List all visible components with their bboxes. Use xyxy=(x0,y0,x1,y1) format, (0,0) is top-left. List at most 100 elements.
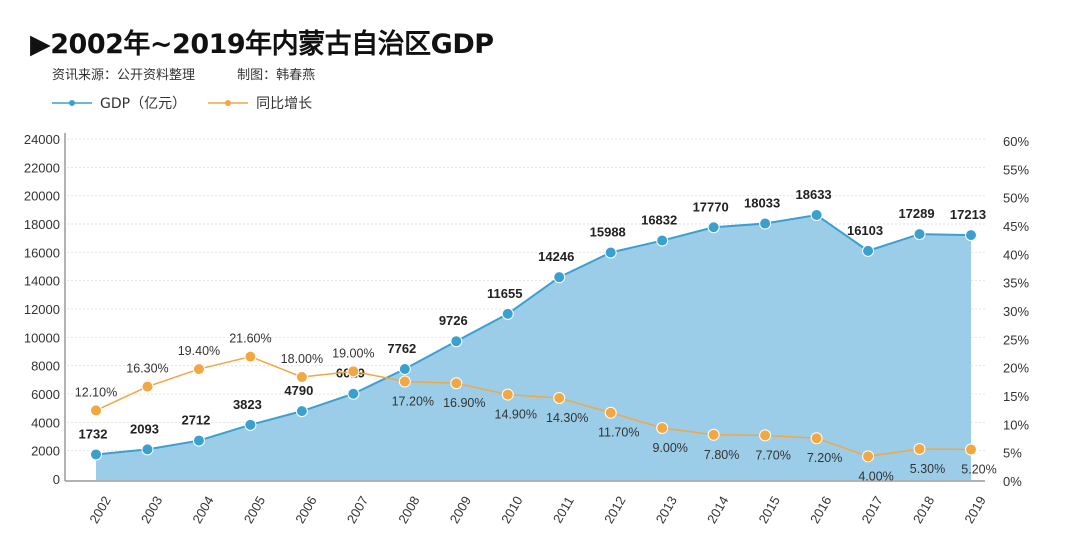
gdp-data-label: 2093 xyxy=(130,421,159,436)
growth-point xyxy=(141,380,154,393)
growth-point xyxy=(862,450,875,463)
x-tick-label: 2007 xyxy=(344,493,371,526)
growth-data-label: 19.00% xyxy=(332,346,374,360)
y-right-tick-label: 50% xyxy=(1003,191,1029,206)
x-tick-label: 2004 xyxy=(189,493,216,526)
growth-point xyxy=(965,443,977,456)
growth-data-label: 18.00% xyxy=(281,352,323,366)
gdp-data-label: 16832 xyxy=(641,213,677,228)
growth-point xyxy=(913,442,926,455)
x-tick-label: 2003 xyxy=(138,493,165,526)
x-tick-label: 2013 xyxy=(653,493,680,526)
gdp-point xyxy=(965,229,977,242)
y-right-tick-label: 30% xyxy=(1003,304,1029,319)
growth-data-label: 7.80% xyxy=(704,448,739,462)
gdp-point xyxy=(759,217,772,230)
growth-point xyxy=(90,404,102,417)
gdp-point xyxy=(244,418,257,431)
gdp-data-label: 16103 xyxy=(847,223,883,238)
source-text: 资讯来源：公开资料整理 xyxy=(52,68,196,83)
growth-data-label: 5.20% xyxy=(961,463,996,477)
gdp-point xyxy=(192,434,205,447)
legend: GDP（亿元） 同比增长 xyxy=(52,93,334,113)
y-right-tick-label: 25% xyxy=(1003,332,1029,347)
legend-gdp-marker-icon xyxy=(52,100,92,106)
x-tick-label: 2016 xyxy=(807,493,834,526)
legend-growth: 同比增长 xyxy=(208,93,312,113)
y-left-tick-label: 12000 xyxy=(24,302,60,317)
y-left-tick-label: 16000 xyxy=(24,245,60,260)
growth-data-label: 19.40% xyxy=(178,344,220,358)
gdp-point xyxy=(90,448,102,461)
y-left-tick-label: 14000 xyxy=(24,274,60,289)
gdp-point xyxy=(295,405,308,418)
y-right-tick-label: 55% xyxy=(1003,162,1029,177)
chart-title: ▶2002年~2019年内蒙古自治区GDP xyxy=(30,29,494,60)
gdp-point xyxy=(141,443,154,456)
x-tick-label: 2012 xyxy=(601,493,628,526)
growth-point xyxy=(450,377,463,390)
y-right-tick-label: 0% xyxy=(1003,474,1022,489)
gdp-point xyxy=(347,387,360,400)
x-tick-label: 2017 xyxy=(858,493,885,526)
growth-data-label: 4.00% xyxy=(858,469,893,483)
gdp-data-label: 17289 xyxy=(898,206,934,221)
gdp-data-label: 18633 xyxy=(796,187,832,202)
gdp-data-label: 11655 xyxy=(487,286,522,301)
y-left-tick-label: 6000 xyxy=(31,387,60,402)
growth-point xyxy=(295,371,308,383)
x-tick-label: 2006 xyxy=(292,493,319,526)
x-tick-label: 2019 xyxy=(961,493,988,526)
growth-point xyxy=(398,375,411,388)
gdp-data-label: 3823 xyxy=(233,397,262,412)
x-tick-label: 2011 xyxy=(550,494,577,526)
y-left-tick-label: 4000 xyxy=(31,415,60,430)
subtitle: 资讯来源：公开资料整理 制图：韩春燕 xyxy=(52,64,353,83)
gdp-point xyxy=(707,221,720,234)
growth-point xyxy=(707,428,720,441)
y-left-tick-label: 18000 xyxy=(24,217,60,232)
growth-data-label: 9.00% xyxy=(652,441,687,455)
gdp-point xyxy=(604,246,617,259)
x-tick-label: 2002 xyxy=(86,493,113,526)
growth-point xyxy=(244,350,257,363)
x-tick-label: 2018 xyxy=(910,493,937,526)
gdp-data-label: 4790 xyxy=(284,383,313,398)
gdp-data-label: 14246 xyxy=(538,249,574,264)
y-right-tick-label: 10% xyxy=(1003,417,1029,432)
gdp-line xyxy=(95,213,972,456)
gdp-data-label: 9726 xyxy=(439,313,468,328)
growth-data-label: 11.70% xyxy=(598,426,639,440)
gdp-data-label: 15988 xyxy=(590,225,626,240)
gdp-point xyxy=(862,244,875,257)
y-right-tick-label: 5% xyxy=(1003,446,1022,461)
growth-line xyxy=(95,355,972,458)
growth-data-label: 7.70% xyxy=(755,448,790,462)
gdp-point xyxy=(913,228,926,241)
legend-gdp-label: GDP（亿元） xyxy=(100,96,187,112)
growth-point xyxy=(604,406,617,419)
x-tick-label: 2010 xyxy=(498,493,525,526)
growth-point xyxy=(501,388,514,401)
growth-point xyxy=(553,391,566,404)
y-right-tick-label: 45% xyxy=(1003,219,1029,234)
gdp-point xyxy=(501,307,514,320)
gdp-point xyxy=(553,271,566,284)
y-left-tick-label: 24000 xyxy=(24,132,60,147)
growth-data-label: 14.90% xyxy=(495,408,537,422)
growth-data-label: 14.30% xyxy=(546,411,588,425)
legend-growth-label: 同比增长 xyxy=(256,96,313,112)
growth-data-label: 21.60% xyxy=(229,332,271,346)
gdp-area xyxy=(96,215,971,480)
y-right-tick-label: 60% xyxy=(1003,134,1029,149)
legend-gdp: GDP（亿元） xyxy=(52,93,186,113)
y-left-tick-label: 8000 xyxy=(31,359,60,374)
x-tick-label: 2014 xyxy=(704,493,731,526)
y-left-tick-label: 10000 xyxy=(24,330,60,345)
y-left-tick-label: 2000 xyxy=(31,444,60,459)
growth-data-label: 12.10% xyxy=(75,385,117,399)
gdp-point xyxy=(656,234,669,247)
y-right-tick-label: 40% xyxy=(1003,247,1029,262)
gdp-point xyxy=(398,363,411,376)
growth-data-label: 7.20% xyxy=(807,451,842,465)
